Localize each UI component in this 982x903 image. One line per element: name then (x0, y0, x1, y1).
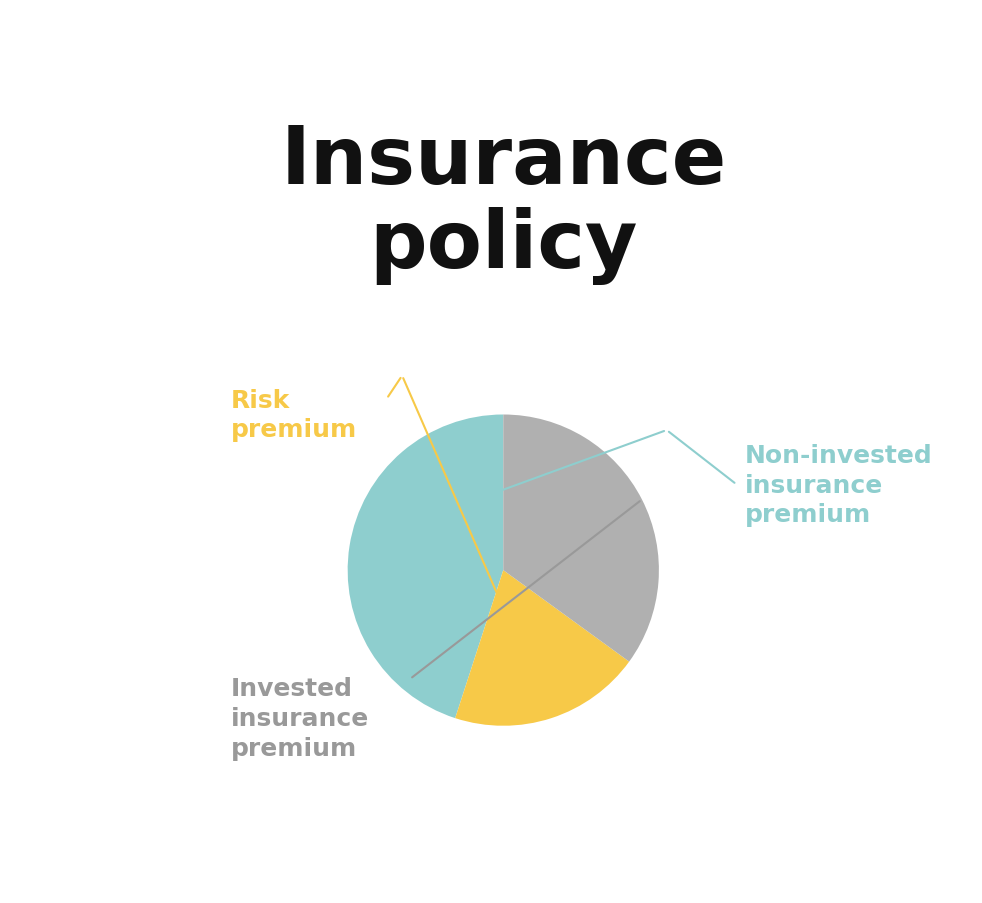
Text: Non-invested
insurance
premium: Non-invested insurance premium (744, 443, 932, 526)
Wedge shape (503, 415, 659, 662)
Wedge shape (348, 415, 503, 718)
Wedge shape (456, 571, 629, 726)
Text: Risk
premium: Risk premium (231, 388, 357, 442)
Text: Invested
insurance
premium: Invested insurance premium (231, 676, 369, 759)
Text: Insurance
policy: Insurance policy (280, 123, 727, 284)
